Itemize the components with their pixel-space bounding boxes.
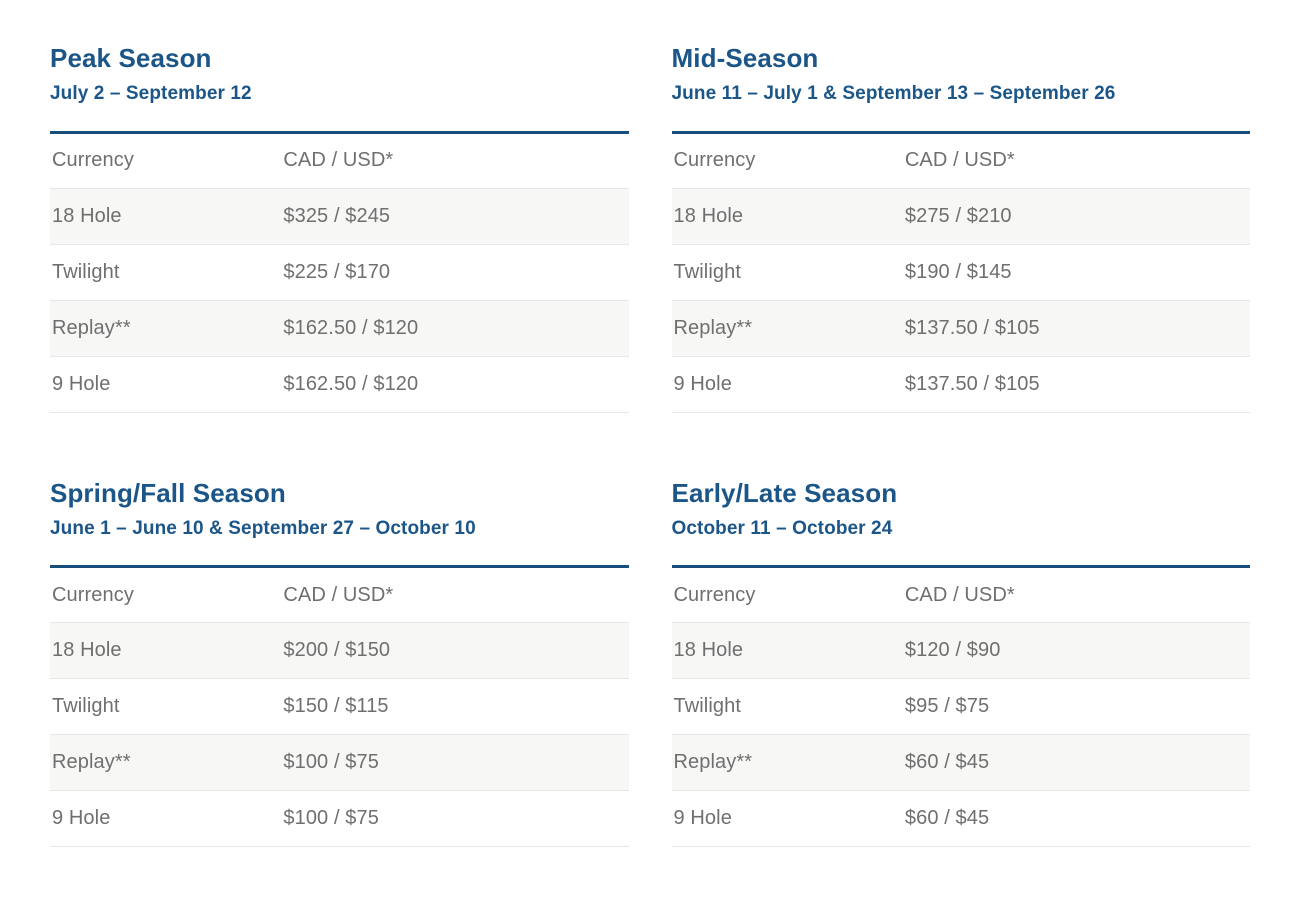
rate-label: 18 Hole [671,622,903,680]
season-grid: Peak Season July 2 – September 12 Curren… [50,43,1250,848]
table-header-row: Currency CAD / USD* [50,132,629,189]
rate-value: $100 / $75 [281,734,629,792]
table-row: 9 Hole $100 / $75 [50,790,629,848]
season-title: Peak Season [50,43,212,73]
rate-label: Twilight [671,244,903,301]
table-row: Replay** $137.50 / $105 [671,300,1250,357]
table-row: 18 Hole $275 / $210 [671,188,1250,245]
rate-label: Replay** [50,300,282,357]
rate-label: 18 Hole [50,188,282,245]
season-section-peak: Peak Season July 2 – September 12 Curren… [50,43,629,413]
rate-value: $120 / $90 [902,622,1250,680]
rates-table: Currency CAD / USD* 18 Hole $120 / $90 T… [671,565,1250,848]
season-title: Mid-Season [671,43,819,73]
rate-value: $190 / $145 [902,244,1250,301]
rate-label: 9 Hole [50,356,282,413]
rate-label: Twilight [671,678,903,736]
season-section-spring-fall: Spring/Fall Season June 1 – June 10 & Se… [50,477,629,848]
table-row: 18 Hole $120 / $90 [671,622,1250,680]
table-row: Replay** $60 / $45 [671,734,1250,792]
table-header-row: Currency CAD / USD* [50,566,629,624]
season-title: Early/Late Season [671,477,898,508]
rate-value: $150 / $115 [281,678,629,736]
currency-values-header: CAD / USD* [281,132,629,189]
rate-value: $275 / $210 [902,188,1250,245]
table-row: 18 Hole $200 / $150 [50,622,629,680]
rate-label: 18 Hole [50,622,282,680]
table-row: Twilight $190 / $145 [671,244,1250,301]
rates-table: Currency CAD / USD* 18 Hole $200 / $150 … [50,565,629,848]
rate-value: $162.50 / $120 [281,356,629,413]
rates-table: Currency CAD / USD* 18 Hole $275 / $210 … [671,130,1250,413]
rate-value: $325 / $245 [281,188,629,245]
currency-values-header: CAD / USD* [902,566,1250,624]
season-dates: July 2 – September 12 [50,82,252,104]
season-dates: October 11 – October 24 [671,517,893,539]
table-row: Replay** $100 / $75 [50,734,629,792]
rate-label: 9 Hole [50,790,282,848]
table-row: Twilight $95 / $75 [671,678,1250,736]
rate-label: Replay** [50,734,282,792]
rates-table: Currency CAD / USD* 18 Hole $325 / $245 … [50,130,629,413]
rate-label: Replay** [671,734,903,792]
currency-values-header: CAD / USD* [902,132,1250,189]
rate-value: $225 / $170 [281,244,629,301]
season-dates: June 1 – June 10 & September 27 – Octobe… [50,517,476,539]
rate-label: Twilight [50,678,282,736]
currency-header: Currency [671,566,903,624]
table-row: Twilight $150 / $115 [50,678,629,736]
currency-header: Currency [50,132,282,189]
rate-label: Replay** [671,300,903,357]
rate-label: Twilight [50,244,282,301]
rate-value: $60 / $45 [902,790,1250,848]
table-row: Twilight $225 / $170 [50,244,629,301]
table-row: 9 Hole $137.50 / $105 [671,356,1250,413]
season-section-early-late: Early/Late Season October 11 – October 2… [671,477,1250,848]
table-header-row: Currency CAD / USD* [671,132,1250,189]
rate-value: $95 / $75 [902,678,1250,736]
currency-header: Currency [671,132,903,189]
rate-value: $200 / $150 [281,622,629,680]
rate-value: $137.50 / $105 [902,300,1250,357]
rate-label: 9 Hole [671,790,903,848]
currency-header: Currency [50,566,282,624]
table-row: 9 Hole $162.50 / $120 [50,356,629,413]
season-section-mid: Mid-Season June 11 – July 1 & September … [671,43,1250,413]
rate-label: 18 Hole [671,188,903,245]
table-row: 18 Hole $325 / $245 [50,188,629,245]
table-row: Replay** $162.50 / $120 [50,300,629,357]
rate-value: $60 / $45 [902,734,1250,792]
rate-value: $162.50 / $120 [281,300,629,357]
rate-value: $137.50 / $105 [902,356,1250,413]
rate-label: 9 Hole [671,356,903,413]
season-dates: June 11 – July 1 & September 13 – Septem… [671,82,1116,104]
rate-value: $100 / $75 [281,790,629,848]
currency-values-header: CAD / USD* [281,566,629,624]
table-row: 9 Hole $60 / $45 [671,790,1250,848]
season-title: Spring/Fall Season [50,477,286,508]
table-header-row: Currency CAD / USD* [671,566,1250,624]
